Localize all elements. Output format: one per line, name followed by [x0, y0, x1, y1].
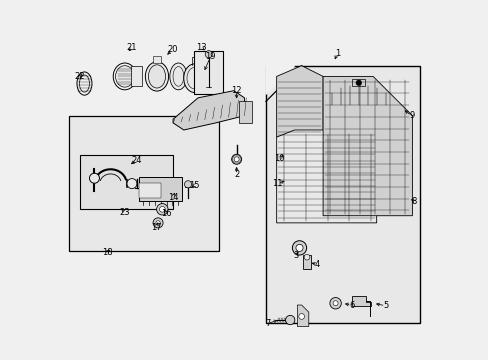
- Circle shape: [156, 221, 160, 225]
- Text: 21: 21: [126, 43, 137, 52]
- Ellipse shape: [183, 64, 205, 93]
- Text: 12: 12: [231, 86, 242, 95]
- Circle shape: [295, 244, 303, 251]
- Bar: [352, 79, 365, 86]
- Circle shape: [292, 241, 306, 255]
- Text: 3: 3: [293, 251, 298, 260]
- Circle shape: [234, 157, 239, 162]
- Circle shape: [156, 203, 168, 215]
- Circle shape: [231, 154, 241, 164]
- Polygon shape: [324, 84, 392, 105]
- Text: 2: 2: [234, 170, 239, 179]
- Text: 18: 18: [102, 248, 112, 257]
- Text: 6: 6: [348, 301, 354, 310]
- Ellipse shape: [148, 65, 165, 88]
- Text: 17: 17: [151, 222, 161, 231]
- Circle shape: [304, 254, 309, 260]
- Text: 8: 8: [410, 197, 416, 206]
- Circle shape: [89, 173, 99, 183]
- Bar: [139, 183, 160, 198]
- Bar: [239, 102, 251, 123]
- Circle shape: [355, 80, 361, 86]
- Text: 5: 5: [382, 301, 387, 310]
- Bar: [194, 51, 223, 94]
- Bar: [153, 57, 160, 63]
- Bar: [69, 116, 219, 251]
- Text: 1: 1: [334, 49, 339, 58]
- Bar: [80, 155, 173, 208]
- Ellipse shape: [169, 63, 186, 90]
- Text: 11: 11: [272, 179, 283, 188]
- Polygon shape: [276, 130, 376, 223]
- Polygon shape: [351, 296, 370, 306]
- Circle shape: [332, 301, 337, 306]
- Polygon shape: [297, 305, 308, 327]
- Ellipse shape: [145, 62, 168, 91]
- Bar: [303, 255, 310, 269]
- Circle shape: [205, 51, 212, 58]
- Bar: [131, 66, 142, 86]
- Text: 14: 14: [167, 193, 178, 202]
- Text: 15: 15: [189, 181, 199, 190]
- Text: 24: 24: [131, 156, 142, 165]
- Bar: [139, 177, 182, 202]
- Text: 4: 4: [314, 260, 320, 269]
- Polygon shape: [276, 66, 323, 137]
- Circle shape: [153, 218, 163, 228]
- Circle shape: [285, 315, 294, 325]
- Bar: [265, 66, 419, 323]
- Circle shape: [298, 314, 304, 319]
- Polygon shape: [323, 76, 411, 216]
- Text: 19: 19: [205, 52, 215, 61]
- Circle shape: [184, 181, 191, 188]
- Text: 16: 16: [161, 210, 172, 219]
- Ellipse shape: [115, 66, 134, 87]
- Text: 23: 23: [119, 208, 130, 217]
- Text: 7: 7: [264, 319, 270, 328]
- Circle shape: [127, 179, 137, 189]
- Circle shape: [329, 297, 341, 309]
- Text: 22: 22: [74, 72, 84, 81]
- Text: 20: 20: [167, 45, 177, 54]
- Polygon shape: [265, 66, 294, 94]
- Text: 9: 9: [408, 111, 413, 120]
- Text: 13: 13: [196, 43, 206, 52]
- Text: 10: 10: [274, 154, 284, 163]
- Polygon shape: [173, 91, 244, 130]
- Circle shape: [159, 206, 165, 212]
